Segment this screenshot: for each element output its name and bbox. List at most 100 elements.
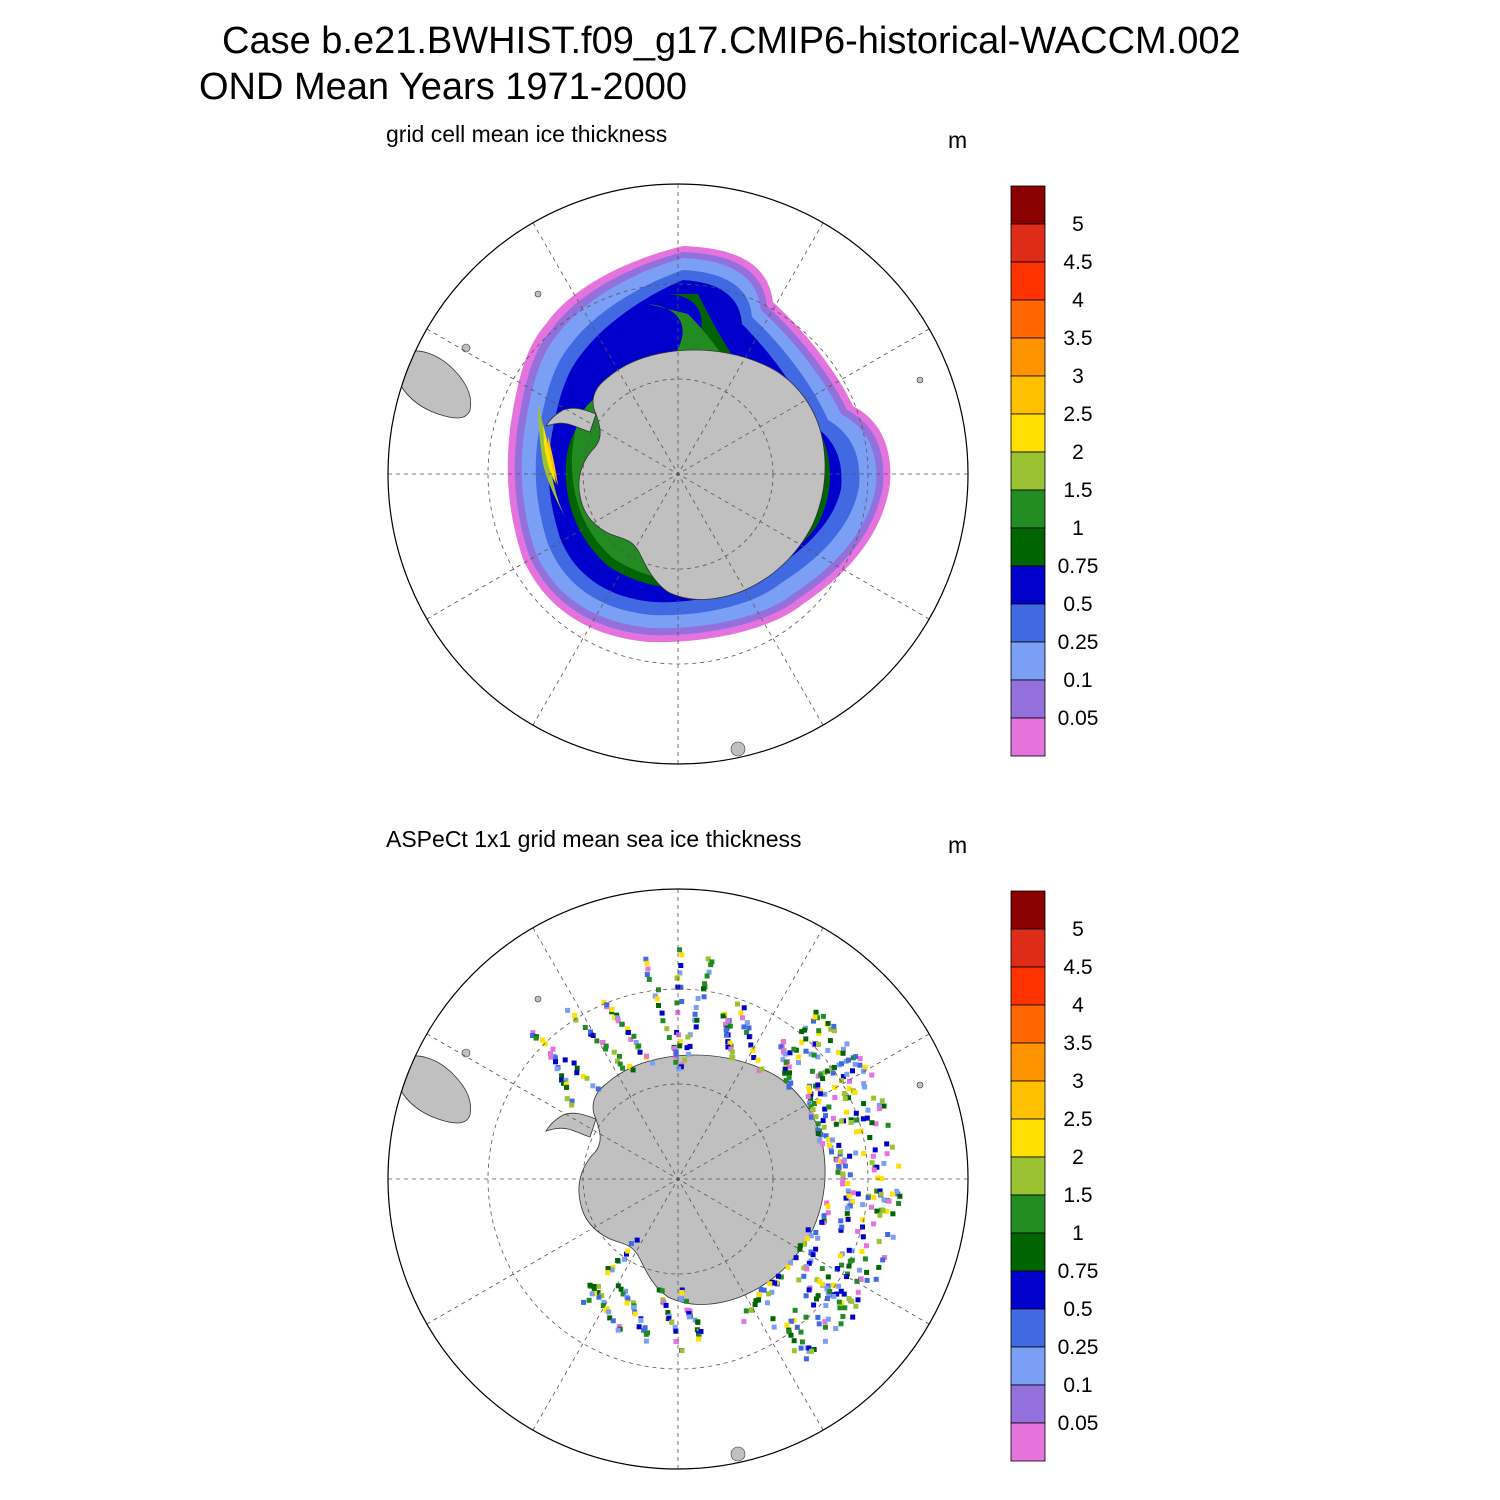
observation-pixel xyxy=(799,1039,805,1045)
colorbar-box xyxy=(1010,966,1046,1006)
observation-pixel xyxy=(830,1070,836,1076)
observation-pixel xyxy=(610,1318,616,1324)
observation-pixel xyxy=(833,1121,839,1127)
observation-pixel xyxy=(533,1035,539,1041)
observation-pixel xyxy=(750,1047,756,1053)
observation-pixel xyxy=(741,1024,747,1030)
observation-pixel xyxy=(836,1164,842,1169)
observation-pixel xyxy=(894,1188,900,1194)
colorbar-box xyxy=(1010,1080,1046,1120)
observation-pixel xyxy=(561,1080,566,1086)
observation-pixel xyxy=(624,1251,629,1257)
colorbar-tick-label: 1 xyxy=(1072,1222,1084,1245)
observation-pixel xyxy=(705,956,711,962)
observation-pixel xyxy=(746,1025,752,1031)
observation-pixel xyxy=(826,1104,832,1110)
observation-pixel xyxy=(735,1001,740,1007)
observation-pixel xyxy=(637,1049,643,1055)
observation-pixel xyxy=(838,1118,844,1124)
observation-pixel xyxy=(677,1043,683,1049)
observation-pixel xyxy=(853,1054,859,1060)
observation-pixel xyxy=(855,1289,861,1295)
observation-pixel xyxy=(844,1205,850,1211)
observation-pixel xyxy=(846,1263,852,1269)
observation-pixel xyxy=(869,1160,875,1166)
colorbar-tick-label: 0.1 xyxy=(1063,669,1092,692)
observation-pixel xyxy=(679,1348,685,1354)
observation-pixel xyxy=(838,1227,844,1233)
observation-pixel xyxy=(814,1296,819,1302)
observation-pixel xyxy=(677,947,683,953)
island-land xyxy=(916,1081,924,1089)
observation-pixel xyxy=(849,1248,855,1254)
map-boundary xyxy=(387,888,969,1470)
colorbar-box xyxy=(1010,1156,1046,1196)
observation-pixel xyxy=(809,1348,814,1354)
observation-pixel xyxy=(617,1053,622,1059)
observation-pixel xyxy=(610,1264,616,1270)
observation-pixel xyxy=(673,1339,679,1344)
observation-pixel xyxy=(812,1041,818,1047)
observation-pixel xyxy=(878,1191,884,1197)
observation-pixel xyxy=(741,1319,747,1325)
observation-pixel xyxy=(685,1034,691,1040)
observation-pixel xyxy=(749,1307,755,1313)
observation-pixel xyxy=(831,1282,836,1288)
colorbar-tick-label: 4.5 xyxy=(1063,956,1092,979)
observation-pixel xyxy=(880,1257,886,1263)
observation-pixel xyxy=(807,1088,813,1094)
observation-pixel xyxy=(643,956,649,962)
colorbar-tick-label: 3.5 xyxy=(1063,327,1092,350)
observation-pixel xyxy=(783,1060,789,1065)
observation-pixel xyxy=(559,1073,565,1079)
observation-pixel xyxy=(677,970,683,976)
observation-pixel xyxy=(837,1149,843,1155)
observation-pixel xyxy=(678,963,684,968)
colorbar-tick-label: 5 xyxy=(1072,918,1084,941)
colorbar-box xyxy=(1010,527,1046,567)
observation-pixel xyxy=(846,1296,852,1302)
observation-pixel xyxy=(782,1051,788,1057)
observation-pixel xyxy=(589,1291,595,1297)
observation-pixel xyxy=(879,1098,885,1104)
observation-pixel xyxy=(815,1054,821,1060)
observation-pixel xyxy=(876,1264,882,1270)
observation-pixel xyxy=(787,1070,792,1076)
observation-pixel xyxy=(615,1327,621,1333)
observation-pixel xyxy=(813,1009,819,1015)
observation-pixel xyxy=(781,1039,786,1044)
observation-pixel xyxy=(740,1015,745,1021)
observation-pixel xyxy=(591,1287,597,1293)
observation-pixel xyxy=(860,1217,866,1223)
observation-pixel xyxy=(650,1060,656,1066)
observation-pixel xyxy=(848,1117,854,1123)
observation-pixel xyxy=(664,1026,670,1032)
observation-pixel xyxy=(624,1300,630,1306)
observation-pixel xyxy=(839,1224,845,1230)
observation-pixel xyxy=(600,1040,606,1045)
colorbar-box xyxy=(1010,1270,1046,1310)
observation-pixel xyxy=(823,1303,829,1308)
colorbar-tick-label: 3 xyxy=(1072,1070,1084,1093)
observation-pixel xyxy=(847,1153,853,1159)
observation-pixel xyxy=(869,1072,875,1078)
observation-pixel xyxy=(879,1176,885,1182)
observation-pixel xyxy=(861,1068,866,1074)
observation-pixel xyxy=(584,1075,590,1081)
observation-pixel xyxy=(844,1274,849,1280)
observation-pixel xyxy=(609,1007,615,1012)
colorbar-tick-label: 0.5 xyxy=(1063,1298,1092,1321)
observation-pixel xyxy=(720,1013,726,1019)
observation-pixel xyxy=(798,1345,804,1351)
observation-pixel xyxy=(752,1302,758,1307)
observation-pixel xyxy=(889,1144,895,1150)
observation-pixel xyxy=(839,1077,844,1083)
observation-pixel xyxy=(853,1303,859,1309)
observation-pixel xyxy=(847,1078,852,1084)
observation-pixel xyxy=(881,1197,887,1203)
observation-pixel xyxy=(682,1057,688,1063)
observation-pixel xyxy=(896,1201,902,1206)
observation-pixel xyxy=(728,1043,734,1049)
observation-pixel xyxy=(840,1074,846,1080)
observation-pixel xyxy=(850,1190,856,1196)
